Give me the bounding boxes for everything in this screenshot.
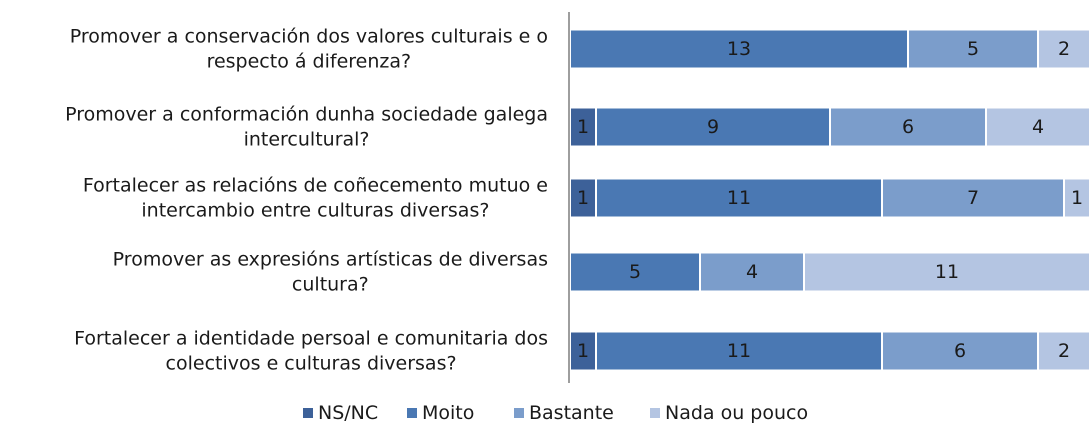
legend-label: Nada ou pouco xyxy=(665,402,808,424)
bar-segment-moito xyxy=(597,332,881,370)
category-label-line: intercultural? xyxy=(244,129,370,151)
legend-item: Nada ou pouco xyxy=(650,402,808,424)
category-label-line: Fortalecer a identidade persoal e comuni… xyxy=(74,328,548,350)
category-label-line: colectivos e culturas diversas? xyxy=(166,353,457,375)
bar-value-label: 2 xyxy=(1058,340,1070,362)
bar-value-label: 9 xyxy=(707,116,719,138)
bar-segment-moito xyxy=(597,108,829,146)
bar-value-label: 1 xyxy=(577,116,589,138)
bar-value-label: 5 xyxy=(629,261,641,283)
category-label-line: respecto á diferenza? xyxy=(207,51,412,73)
bar-segment-bastante xyxy=(883,332,1037,370)
category-label-line: cultura? xyxy=(292,274,369,296)
legend-label: NS/NC xyxy=(318,402,378,424)
bars: 13 5 21 9 6 41 11 7 15 4 111 11 6 2 xyxy=(571,30,1089,370)
bar-value-label: 1 xyxy=(577,187,589,209)
bar-value-label: 1 xyxy=(1071,187,1083,209)
bar-value-label: 11 xyxy=(935,261,959,283)
bar-value-label: 2 xyxy=(1058,38,1070,60)
bar-value-label: 11 xyxy=(727,187,751,209)
category-label-line: intercambio entre culturas diversas? xyxy=(141,200,489,222)
bar-segment-ns-nc xyxy=(571,179,595,217)
bar-segment-bastante xyxy=(701,253,803,291)
bar-value-label: 5 xyxy=(967,38,979,60)
legend-item: Bastante xyxy=(514,402,614,424)
legend-swatch xyxy=(650,408,660,418)
bar-segment-moito xyxy=(571,253,699,291)
bar-value-label: 6 xyxy=(954,340,966,362)
legend-swatch xyxy=(407,408,417,418)
category-label-line: Promover a conservación dos valores cult… xyxy=(70,26,548,48)
category-label: Fortalecer a identidade persoal e comuni… xyxy=(74,328,548,375)
legend-item: Moito xyxy=(407,402,474,424)
bar-segment-nada-ou-pouco xyxy=(805,253,1089,291)
bar-segment-moito xyxy=(597,179,881,217)
bar-segment-ns-nc xyxy=(571,108,595,146)
category-label-line: Fortalecer as relacións de coñecemento m… xyxy=(83,175,548,197)
bar-segment-bastante xyxy=(883,179,1063,217)
category-label: Promover a conformación dunha sociedade … xyxy=(65,104,548,151)
legend: NS/NC Moito Bastante Nada ou pouco xyxy=(303,402,808,424)
bar-segment-nada-ou-pouco xyxy=(1039,30,1089,68)
bar-segment-nada-ou-pouco xyxy=(987,108,1089,146)
category-label: Fortalecer as relacións de coñecemento m… xyxy=(83,175,548,222)
bar-value-label: 13 xyxy=(727,38,751,60)
bar-value-label: 6 xyxy=(902,116,914,138)
category-labels: Promover a conservación dos valores cult… xyxy=(65,26,548,375)
legend-label: Moito xyxy=(422,402,474,424)
legend-label: Bastante xyxy=(529,402,614,424)
bar-segment-bastante xyxy=(909,30,1037,68)
legend-swatch xyxy=(303,408,313,418)
bar-segment-nada-ou-pouco xyxy=(1039,332,1089,370)
bar-segment-bastante xyxy=(831,108,985,146)
legend-swatch xyxy=(514,408,524,418)
category-label: Promover a conservación dos valores cult… xyxy=(70,26,548,73)
bar-value-label: 4 xyxy=(1032,116,1044,138)
category-label: Promover as expresións artísticas de div… xyxy=(113,249,548,296)
bar-segment-ns-nc xyxy=(571,332,595,370)
category-label-line: Promover as expresións artísticas de div… xyxy=(113,249,548,271)
bar-segment-moito xyxy=(571,30,907,68)
legend-item: NS/NC xyxy=(303,402,378,424)
bar-value-label: 11 xyxy=(727,340,751,362)
bar-value-label: 4 xyxy=(746,261,758,283)
bar-value-label: 1 xyxy=(577,340,589,362)
bar-value-label: 7 xyxy=(967,187,979,209)
category-label-line: Promover a conformación dunha sociedade … xyxy=(65,104,548,126)
bar-segment-nada-ou-pouco xyxy=(1065,179,1089,217)
